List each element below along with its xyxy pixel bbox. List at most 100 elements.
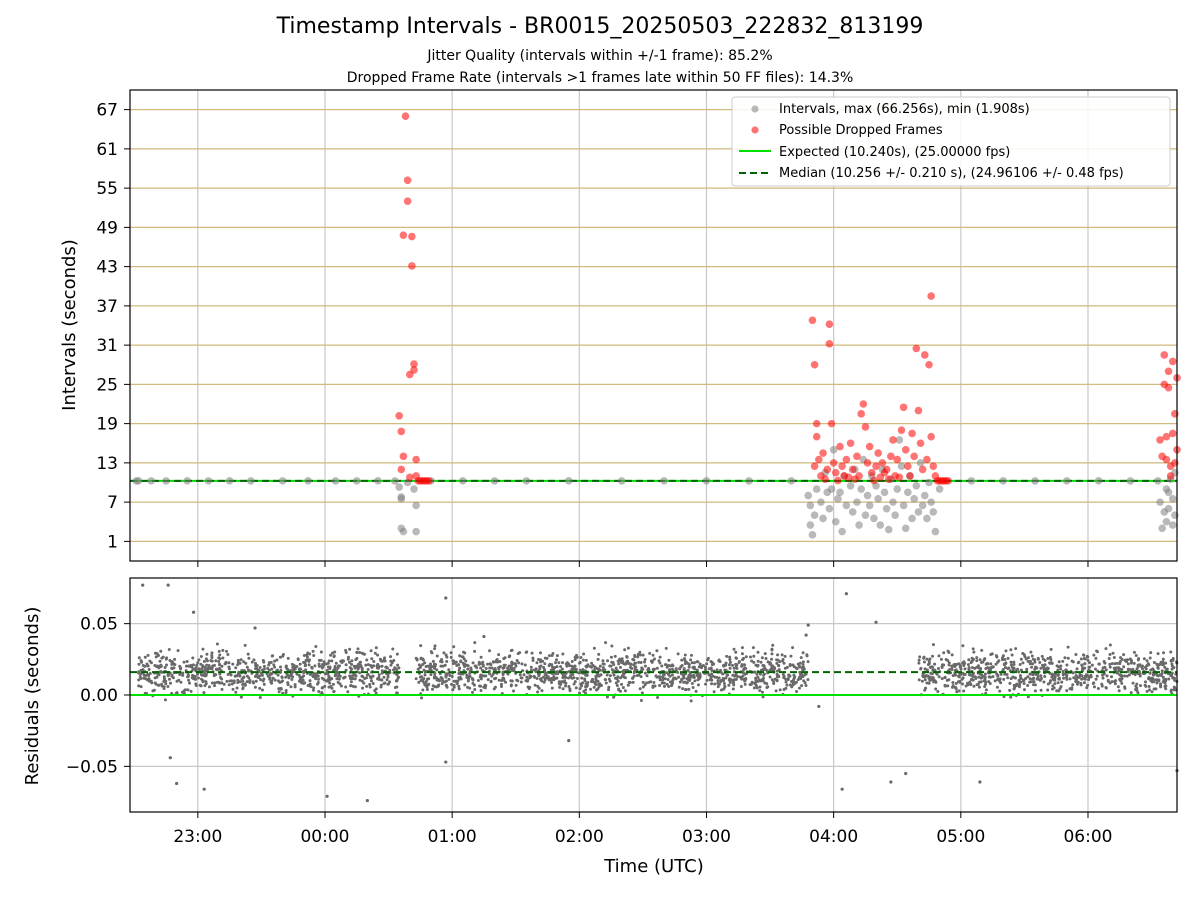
residual-point — [284, 675, 288, 679]
residual-point — [969, 661, 973, 665]
residual-point — [561, 652, 565, 656]
residual-point — [207, 685, 211, 689]
residual-point — [951, 674, 955, 678]
residual-point — [277, 690, 281, 694]
residual-point — [1018, 683, 1022, 687]
residual-point — [682, 672, 686, 676]
residual-point — [213, 681, 217, 685]
residual-point — [360, 674, 364, 678]
top-y-tick-label: 37 — [96, 297, 118, 317]
residual-point — [724, 663, 728, 667]
residual-point — [639, 698, 643, 702]
residual-point — [199, 677, 203, 681]
residual-point — [968, 680, 972, 684]
residual-point — [613, 654, 617, 658]
residual-point — [395, 691, 399, 695]
residual-point — [354, 658, 358, 662]
residual-point — [1156, 652, 1160, 656]
residual-point — [1113, 679, 1117, 683]
residual-point — [1140, 667, 1144, 671]
residual-point — [217, 680, 221, 684]
residual-point — [610, 668, 614, 672]
residual-point — [1101, 676, 1105, 680]
residual-point — [218, 653, 222, 657]
residual-point — [1041, 663, 1045, 667]
residual-point — [719, 668, 723, 672]
residual-point — [626, 646, 630, 650]
residual-point — [1144, 667, 1148, 671]
residual-point — [305, 655, 309, 659]
residual-point — [1031, 657, 1035, 661]
residual-point — [269, 660, 273, 664]
residual-point — [234, 674, 238, 678]
residual-point — [472, 683, 476, 687]
interval-point — [825, 504, 834, 513]
residual-point — [983, 675, 987, 679]
residual-point — [677, 675, 681, 679]
residual-point — [1002, 662, 1006, 666]
residual-point — [1071, 683, 1075, 687]
dropped-frame-point — [914, 406, 923, 415]
residual-point — [1118, 673, 1122, 677]
x-tick-label: 03:00 — [682, 827, 731, 847]
dropped-frame-point — [929, 462, 938, 470]
residual-point — [698, 662, 702, 666]
residual-point — [766, 685, 770, 689]
residual-point — [718, 660, 722, 664]
residual-point — [245, 665, 249, 669]
residual-point — [604, 681, 608, 685]
residual-point — [179, 680, 183, 684]
residual-point — [380, 678, 384, 682]
residual-point — [175, 679, 179, 683]
residual-point — [640, 666, 644, 670]
residual-point — [734, 664, 738, 668]
residual-point — [1057, 676, 1061, 680]
residual-point — [293, 683, 297, 687]
residual-point — [1060, 680, 1064, 684]
residual-point — [730, 663, 734, 667]
residual-point — [1032, 680, 1036, 684]
residual-point — [316, 677, 320, 681]
residual-point — [539, 664, 543, 668]
residual-point — [1113, 662, 1117, 666]
interval-point — [848, 508, 857, 516]
dropped-frame-point — [810, 360, 819, 369]
dropped-frame-point — [848, 465, 857, 474]
dropped-frame-point — [887, 452, 895, 461]
residual-point — [284, 691, 288, 695]
residual-point — [220, 687, 224, 691]
interval-point — [895, 436, 904, 444]
residual-point — [1023, 655, 1027, 659]
residual-point — [351, 674, 355, 678]
residual-point — [197, 667, 201, 671]
residual-point — [722, 679, 726, 683]
residual-point — [1155, 678, 1159, 682]
residual-point — [998, 689, 1002, 693]
residual-point — [1170, 671, 1174, 675]
residual-point — [964, 684, 968, 688]
residual-point — [525, 650, 529, 654]
residual-point — [137, 678, 141, 682]
residual-point — [546, 675, 550, 679]
residual-point — [931, 654, 935, 658]
residual-point — [755, 672, 759, 676]
x-tick-label: 01:00 — [428, 827, 477, 847]
residual-point — [591, 677, 595, 681]
residual-point — [350, 662, 354, 666]
residual-point — [389, 663, 393, 667]
residual-point — [153, 681, 157, 685]
residual-point — [250, 660, 254, 664]
residual-point — [467, 676, 471, 680]
dropped-frame-point — [827, 419, 836, 428]
top-y-tick-label: 1 — [107, 532, 118, 552]
residual-point — [663, 663, 667, 667]
residual-point — [772, 680, 776, 684]
residual-point — [643, 671, 647, 675]
residual-point — [1005, 673, 1009, 677]
residual-point — [374, 646, 378, 650]
residual-point — [1169, 688, 1173, 692]
residual-point — [1129, 691, 1133, 695]
residual-point — [416, 667, 420, 671]
residual-point — [448, 673, 452, 677]
residual-point — [358, 671, 362, 675]
